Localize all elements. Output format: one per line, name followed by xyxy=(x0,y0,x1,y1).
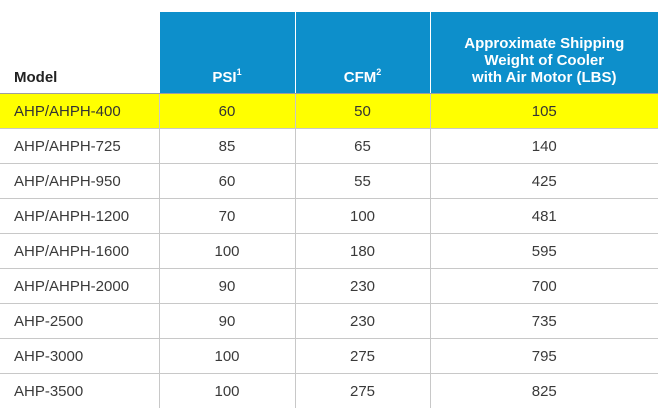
table-body: AHP/AHPH-400 60 50 105 AHP/AHPH-725 85 65 140 AH… xyxy=(0,93,658,408)
table-row: AHP-3500 100 275 825 xyxy=(0,373,658,408)
table-row: AHP/AHPH-1600 100 180 595 xyxy=(0,233,658,269)
model-column-header: Model xyxy=(0,12,159,94)
psi-cell: 85 xyxy=(158,128,295,164)
cfm-cell: 230 xyxy=(294,303,430,339)
weight-header-line-2: Weight of Cooler xyxy=(484,52,605,69)
table-row: AHP/AHPH-2000 90 230 700 xyxy=(0,268,658,304)
weight-cell: 425 xyxy=(429,163,658,199)
cfm-cell: 55 xyxy=(294,163,430,199)
model-cell: AHP/AHPH-400 xyxy=(0,93,159,129)
psi-cell: 90 xyxy=(158,303,295,339)
psi-cell: 60 xyxy=(158,93,295,129)
psi-cell: 70 xyxy=(158,198,295,234)
header-row: Model PSI1 CFM2 Approximate Shipping Wei… xyxy=(0,12,658,94)
weight-cell: 481 xyxy=(429,198,658,234)
psi-footnote-marker: 1 xyxy=(236,67,242,77)
table-row: AHP-3000 100 275 795 xyxy=(0,338,658,374)
cfm-cell: 100 xyxy=(294,198,430,234)
psi-cell: 100 xyxy=(158,338,295,374)
model-cell: AHP-3500 xyxy=(14,382,84,400)
table-row: AHP/AHPH-400 60 50 105 xyxy=(0,93,658,129)
model-cell: AHP-2500 xyxy=(0,303,159,339)
weight-cell: 595 xyxy=(429,233,658,269)
cfm-cell: 65 xyxy=(294,128,430,164)
table-row: AHP/AHPH-725 85 65 140 xyxy=(0,128,658,164)
weight-cell: 735 xyxy=(429,303,658,339)
cfm-cell: 180 xyxy=(294,233,430,269)
weight-cell: 795 xyxy=(429,338,658,374)
model-cell: AHP/AHPH-950 xyxy=(0,163,159,199)
cfm-cell: 275 xyxy=(294,373,430,408)
cfm-column-header: CFM2 xyxy=(294,12,430,94)
cfm-header-label: CFM xyxy=(343,69,377,86)
model-cell: AHP/AHPH-1200 xyxy=(0,198,159,234)
table-row: AHP/AHPH-950 60 55 425 xyxy=(0,163,658,199)
weight-header-line-1: Approximate Shipping xyxy=(464,35,625,52)
weight-cell: 140 xyxy=(429,128,658,164)
weight-cell: 105 xyxy=(429,93,658,129)
spec-table: Model PSI1 CFM2 Approximate Shipping Wei… xyxy=(0,12,658,408)
psi-cell: 60 xyxy=(158,163,295,199)
cfm-cell: 230 xyxy=(294,268,430,304)
psi-column-header: PSI1 xyxy=(158,12,295,94)
cfm-footnote-marker: 2 xyxy=(376,67,382,77)
model-cell: AHP/AHPH-1600 xyxy=(0,233,159,269)
weight-cell: 700 xyxy=(429,268,658,304)
weight-cell: 825 xyxy=(429,373,658,408)
table-row: AHP-2500 90 230 735 xyxy=(0,303,658,339)
cfm-cell: 275 xyxy=(294,338,430,374)
model-cell: AHP/AHPH-725 xyxy=(0,128,159,164)
weight-header-line-3: with Air Motor (LBS) xyxy=(472,69,617,86)
psi-cell: 100 xyxy=(158,373,295,408)
psi-cell: 100 xyxy=(158,233,295,269)
table-row: AHP/AHPH-1200 70 100 481 xyxy=(0,198,658,234)
model-cell: AHP-3000 xyxy=(0,338,159,374)
model-cell: AHP/AHPH-2000 xyxy=(0,268,159,304)
cfm-cell: 50 xyxy=(294,93,430,129)
weight-column-header: Approximate Shipping Weight of Cooler wi… xyxy=(429,12,658,94)
psi-header-label: PSI xyxy=(212,69,237,86)
table-header: Model PSI1 CFM2 Approximate Shipping Wei… xyxy=(0,12,658,94)
psi-cell: 90 xyxy=(158,268,295,304)
